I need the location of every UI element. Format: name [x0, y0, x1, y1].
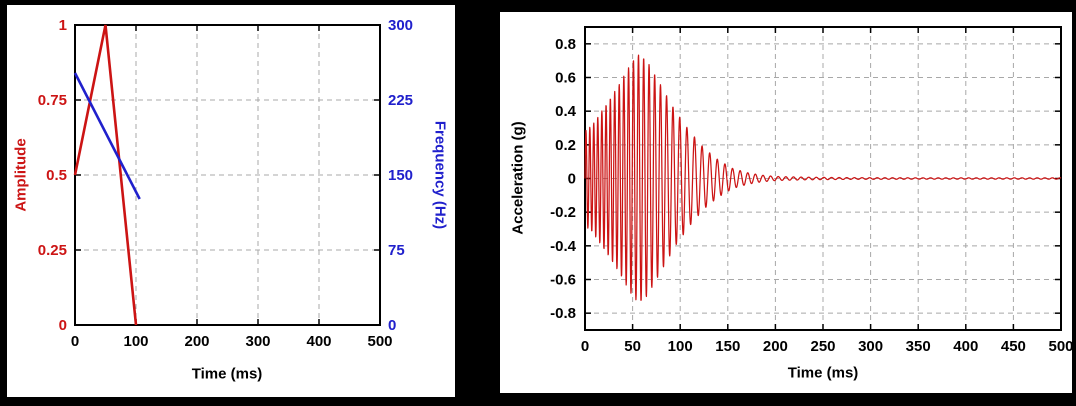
svg-text:200: 200	[763, 338, 788, 355]
excitation-profile-plot: 0 100 200 300 400 50000.250.50.75107515022530…	[38, 17, 413, 350]
right-chart-time-axis-title: Time (ms)	[787, 364, 859, 382]
svg-text:-0.2: -0.2	[550, 204, 576, 221]
svg-text:300: 300	[388, 17, 413, 34]
svg-text:150: 150	[388, 167, 413, 184]
svg-text:0.2: 0.2	[555, 137, 576, 154]
svg-text:0.4: 0.4	[555, 103, 577, 120]
svg-text:-0.4: -0.4	[550, 238, 577, 255]
left-chart-frequency-axis-title: Frequency (Hz)	[431, 120, 449, 230]
svg-text:0: 0	[581, 338, 589, 355]
acceleration-response-plot: 0 50 100 150 200 250 300 350 400 450 500 -0.8 -0.6 -0…	[550, 26, 1072, 355]
svg-text:0.75: 0.75	[38, 92, 67, 109]
svg-text:250: 250	[810, 338, 835, 355]
svg-text:0.8: 0.8	[555, 36, 576, 53]
left-chart-amplitude-axis-title: Amplitude	[12, 138, 30, 212]
svg-text:400: 400	[953, 338, 978, 355]
svg-text:0.6: 0.6	[555, 70, 576, 87]
svg-text:200: 200	[184, 333, 209, 350]
svg-text:-0.8: -0.8	[550, 305, 576, 322]
svg-text:0: 0	[568, 171, 576, 188]
svg-text:-0.6: -0.6	[550, 272, 576, 289]
svg-text:500: 500	[367, 333, 392, 350]
svg-text:100: 100	[123, 333, 148, 350]
svg-text:225: 225	[388, 92, 413, 109]
excitation-profile-chart: 0 100 200 300 400 500 0 0.25 0.5 0.75 1 0 75 150 225 30…	[7, 5, 455, 397]
svg-text:75: 75	[388, 242, 405, 259]
svg-text:150: 150	[715, 338, 740, 355]
svg-text:400: 400	[306, 333, 331, 350]
svg-text:300: 300	[245, 333, 270, 350]
svg-text:0.25: 0.25	[38, 242, 67, 259]
svg-text:50: 50	[624, 338, 641, 355]
svg-text:0: 0	[388, 317, 396, 334]
svg-text:0.5: 0.5	[46, 167, 67, 184]
svg-text:1: 1	[59, 17, 67, 34]
right-chart-acceleration-axis-title: Acceleration (g)	[509, 121, 527, 235]
svg-text:100: 100	[668, 338, 693, 355]
svg-text:0: 0	[71, 333, 79, 350]
svg-text:0: 0	[59, 317, 67, 334]
svg-text:500: 500	[1048, 338, 1072, 355]
svg-text:350: 350	[906, 338, 931, 355]
acceleration-response-chart: 0 50 100 150 200 250 300 350 400 450 500 -0.8 -0.6 -0…	[500, 12, 1072, 393]
svg-text:450: 450	[1001, 338, 1026, 355]
svg-text:300: 300	[858, 338, 883, 355]
left-chart-time-axis-title: Time (ms)	[191, 365, 263, 383]
